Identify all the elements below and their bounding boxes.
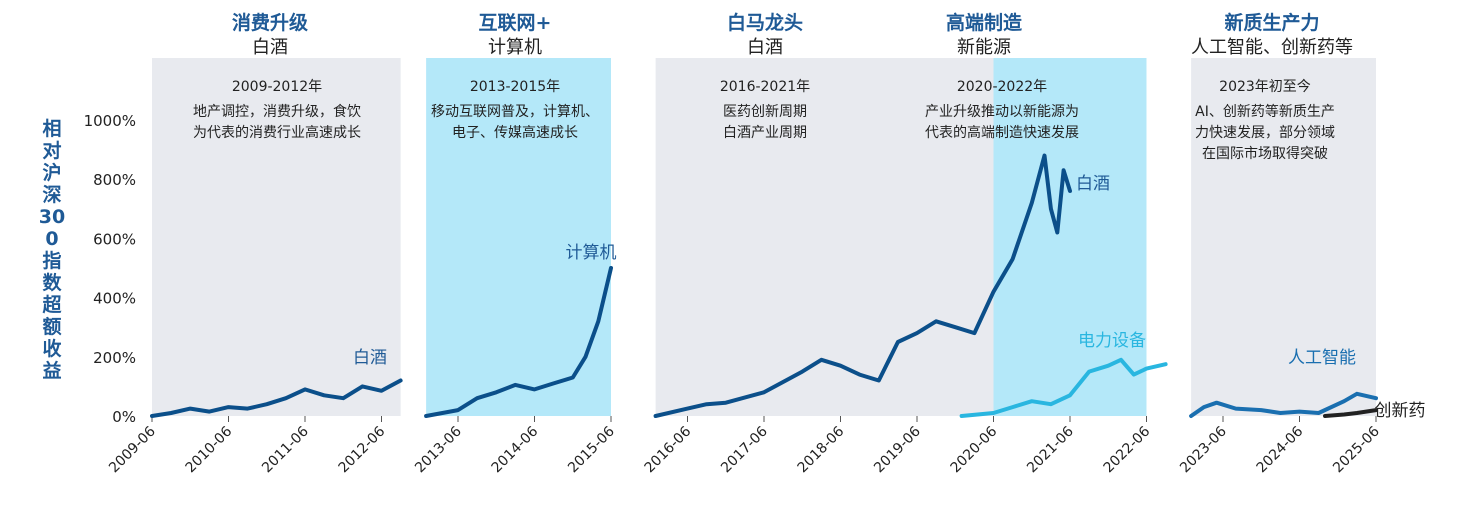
x-tick-label: 2013-06 — [412, 423, 465, 476]
series-line-计算机 — [424, 266, 613, 418]
panel-sector: 计算机 — [488, 37, 542, 58]
panel-theme: 新质生产力 — [1224, 11, 1319, 34]
x-tick-label: 2021-06 — [1024, 423, 1077, 476]
period-band-2 — [426, 58, 611, 416]
period-band-3 — [655, 58, 994, 416]
panel-description-line: 力快速发展，部分领域 — [1195, 125, 1335, 141]
y-tick-label: 0% — [112, 408, 136, 426]
y-axis-title: 相对沪深300指数超额收益 — [38, 118, 66, 382]
x-tick-label: 2020-06 — [948, 423, 1001, 476]
x-tick-label: 2024-06 — [1254, 423, 1307, 476]
x-tick-label: 2017-06 — [718, 423, 771, 476]
x-tick-label: 2023-06 — [1177, 423, 1230, 476]
x-tick-label: 2015-06 — [565, 423, 618, 476]
panel-theme: 高端制造 — [946, 11, 1023, 34]
panel-description-line: 电子、传媒高速成长 — [452, 124, 578, 141]
x-tick-label: 2022-06 — [1101, 423, 1154, 476]
panel-description-line: 移动互联网普及，计算机、 — [431, 104, 599, 120]
series-label: 白酒 — [1076, 174, 1110, 194]
panel-period: 2009-2012年 — [232, 79, 322, 95]
series-label: 计算机 — [566, 243, 617, 263]
series-line-白酒 — [150, 378, 403, 418]
panel-description-line: 在国际市场取得突破 — [1202, 145, 1328, 162]
series-label: 白酒 — [353, 348, 387, 368]
panel-description-line: 为代表的消费行业高速成长 — [193, 124, 361, 141]
panel-description-line: 医药创新周期 — [723, 104, 807, 120]
panel-theme: 消费升级 — [232, 11, 308, 34]
panel-period: 2020-2022年 — [957, 79, 1047, 95]
series-line-白酒 — [653, 153, 1072, 418]
panel-description-line: 白酒产业周期 — [723, 125, 807, 141]
panel-period: 2016-2021年 — [720, 79, 810, 95]
series-label: 人工智能 — [1288, 348, 1356, 368]
y-tick-label: 400% — [93, 290, 136, 308]
panel-period: 2013-2015年 — [470, 79, 560, 95]
series-line-创新药 — [1323, 408, 1378, 418]
series-label: 电力设备 — [1078, 331, 1146, 351]
x-tick-label: 2011-06 — [259, 423, 312, 476]
panel-sector: 人工智能、创新药等 — [1191, 37, 1353, 58]
period-band-5 — [1191, 58, 1376, 416]
y-tick-label: 1000% — [84, 112, 136, 130]
panel-sector: 白酒 — [252, 37, 288, 58]
x-tick-label: 2014-06 — [489, 423, 542, 476]
series-label: 创新药 — [1375, 401, 1426, 421]
series-line-人工智能 — [1189, 391, 1378, 418]
y-tick-label: 200% — [93, 349, 136, 367]
period-band-1 — [152, 58, 401, 416]
x-tick-label: 2009-06 — [106, 423, 159, 476]
x-tick-label: 2016-06 — [642, 423, 695, 476]
x-tick-label: 2018-06 — [795, 423, 848, 476]
panel-description-line: 产业升级推动以新能源为 — [925, 104, 1079, 120]
panel-description-line: AI、创新药等新质生产 — [1195, 103, 1335, 120]
x-tick-label: 2019-06 — [871, 423, 924, 476]
x-tick-label: 2010-06 — [183, 423, 236, 476]
panel-period: 2023年初至今 — [1219, 78, 1311, 95]
panel-sector: 新能源 — [957, 37, 1011, 58]
panel-theme: 互联网+ — [479, 12, 552, 34]
series-line-电力设备 — [959, 357, 1168, 418]
y-tick-label: 800% — [93, 171, 136, 189]
x-tick-label: 2012-06 — [336, 423, 389, 476]
x-tick-label: 2025-06 — [1330, 423, 1383, 476]
panel-description-line: 地产调控，消费升级，食饮 — [193, 103, 361, 120]
panel-sector: 白酒 — [747, 37, 783, 58]
panel-description-line: 代表的高端制造快速发展 — [925, 124, 1079, 141]
panel-theme: 白马龙头 — [727, 11, 803, 34]
y-tick-label: 600% — [93, 230, 136, 248]
